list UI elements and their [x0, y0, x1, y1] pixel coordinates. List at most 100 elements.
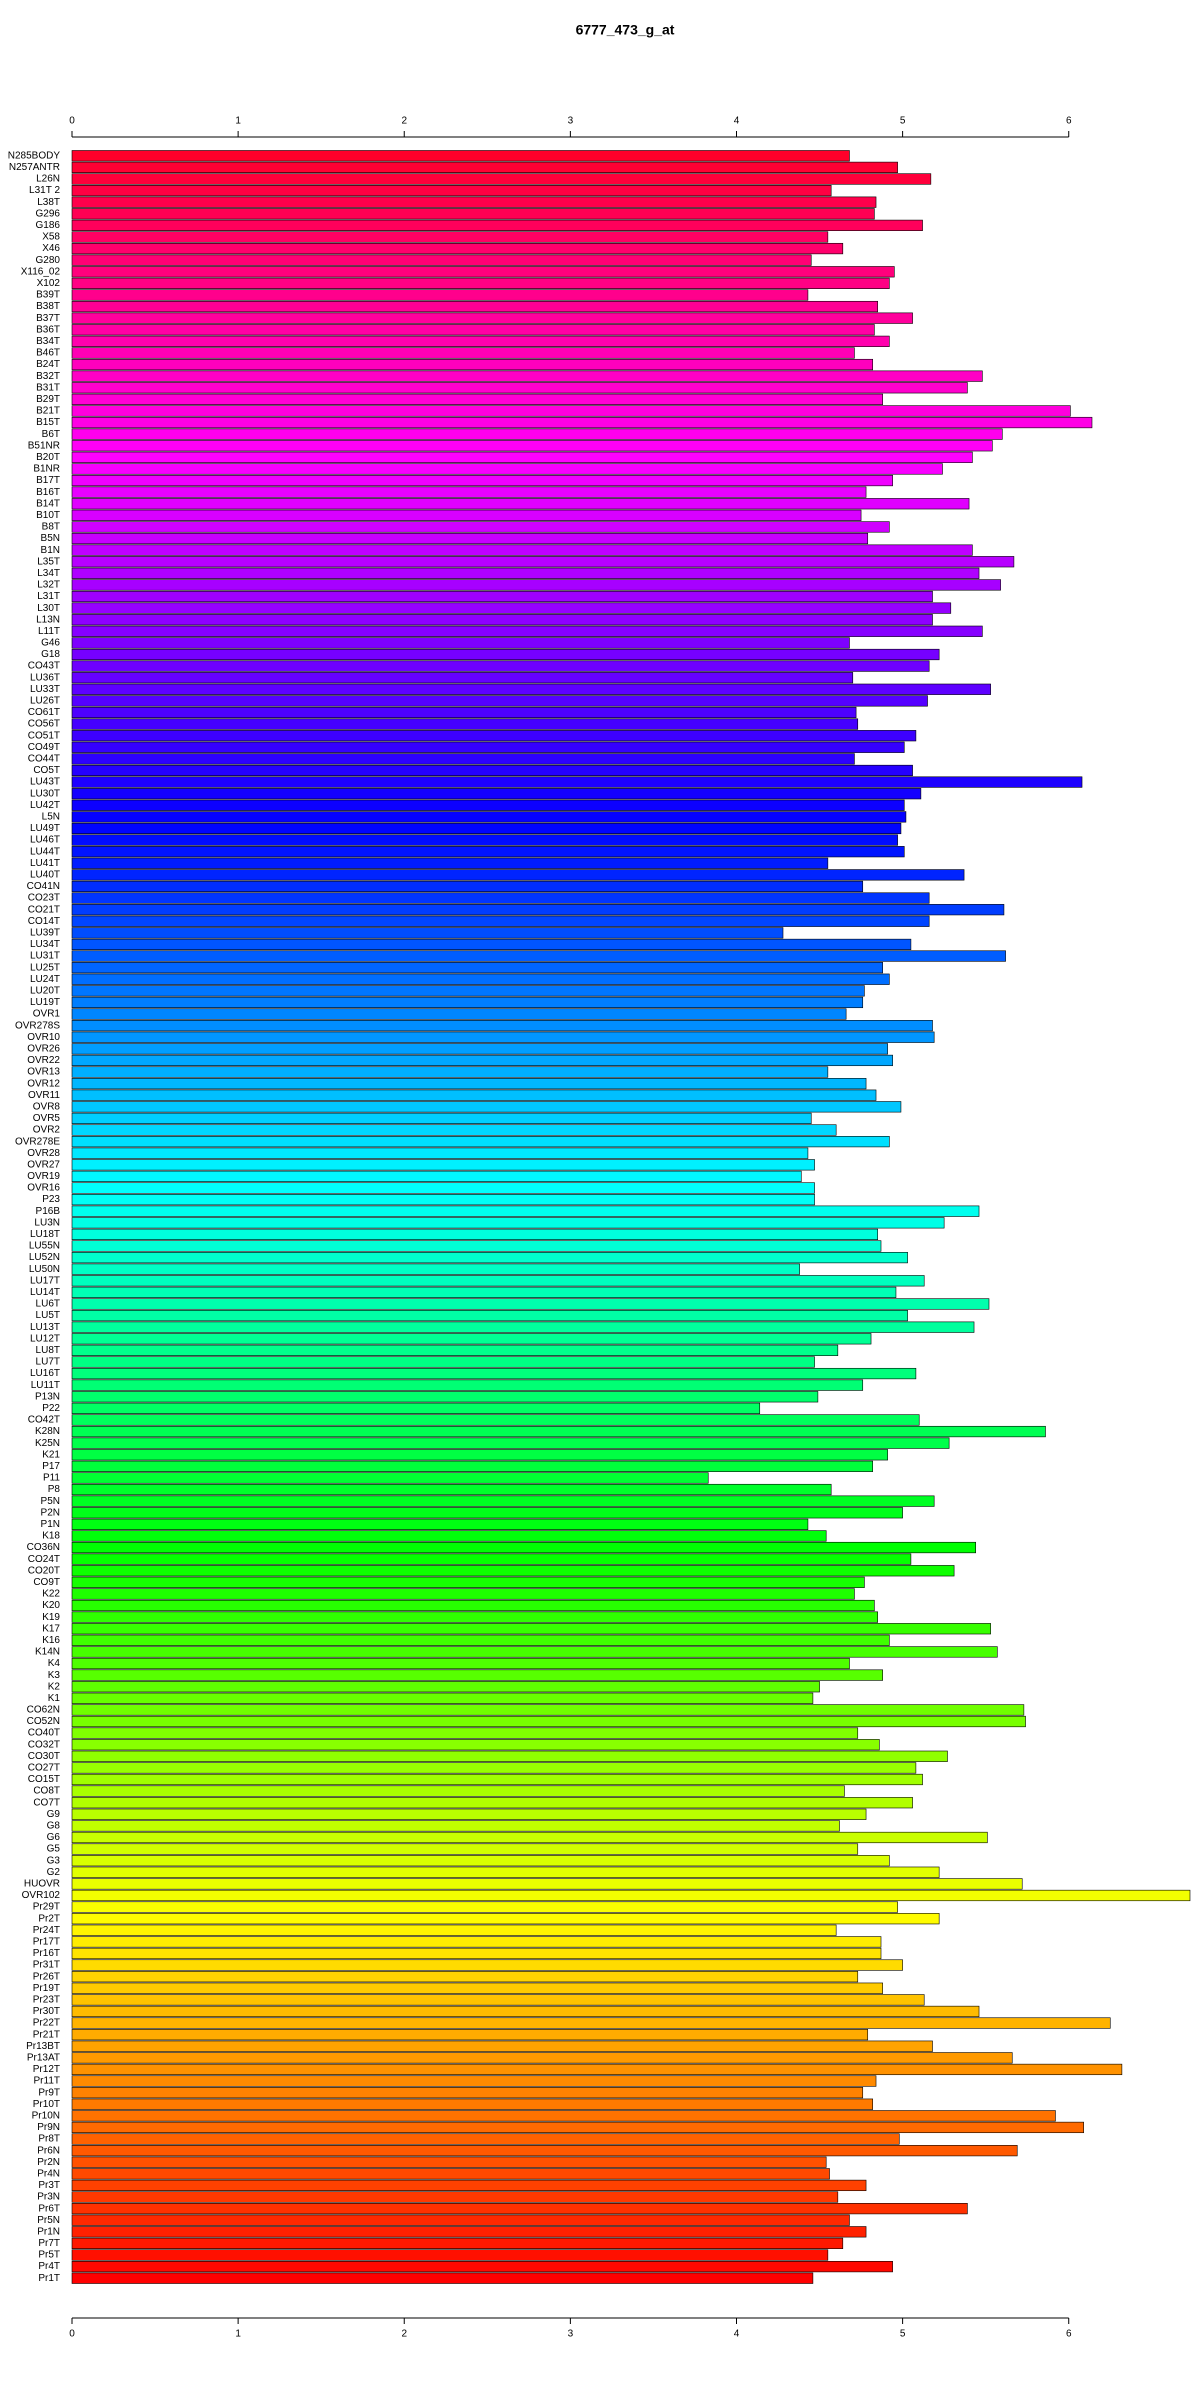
y-tick-label: K19	[42, 1612, 60, 1623]
bar	[71, 764, 913, 777]
bar	[71, 2063, 1123, 2076]
bar	[71, 1634, 890, 1646]
y-tick-label: Pr3T	[38, 2180, 60, 2191]
y-tick-label: Pr11T	[34, 2076, 61, 2087]
y-tick-label: B34T	[36, 336, 60, 347]
bar	[71, 1994, 925, 2006]
y-tick-label: L26N	[36, 174, 60, 185]
y-tick-label: OVR28	[27, 1148, 60, 1159]
bar	[71, 985, 865, 997]
y-tick-label: Pr26T	[33, 1971, 60, 1982]
bar	[71, 637, 850, 649]
bar	[71, 1518, 809, 1530]
bar	[71, 927, 784, 939]
y-tick-label: Pr12T	[33, 2064, 60, 2075]
y-tick-label: LU12T	[30, 1333, 60, 1344]
y-tick-label: Pr21T	[33, 2029, 60, 2040]
y-tick-label: B39T	[36, 290, 60, 301]
bar	[71, 1309, 908, 1322]
y-tick-label: P8	[48, 1484, 61, 1495]
bar	[71, 1843, 859, 1855]
bar	[71, 1599, 875, 1612]
bar	[71, 1112, 812, 1125]
bar	[71, 184, 832, 197]
y-tick-label: CO9T	[33, 1577, 60, 1588]
y-tick-label: LU8T	[36, 1345, 60, 1356]
y-tick-label: CO30T	[28, 1751, 60, 1762]
y-tick-label: Pr9N	[37, 2122, 60, 2133]
bar	[71, 648, 940, 661]
bar	[71, 1275, 925, 1287]
y-tick-label: P23	[42, 1194, 60, 1205]
bar	[71, 1773, 923, 1786]
x-tick-label: 2	[401, 116, 407, 127]
y-tick-label: LU46T	[30, 835, 60, 846]
y-tick-label: N257ANTR	[9, 162, 60, 173]
y-tick-label: CO51T	[28, 730, 60, 741]
bar	[71, 1437, 950, 1449]
y-tick-label: B37T	[36, 313, 60, 324]
bar	[71, 498, 970, 510]
y-tick-label: B16T	[36, 487, 60, 498]
y-tick-label: LU7T	[36, 1357, 60, 1368]
y-tick-label: B10T	[36, 510, 60, 521]
y-tick-label: K16	[42, 1635, 60, 1646]
bar	[71, 1623, 991, 1635]
bar	[71, 1170, 802, 1183]
y-tick-label: K18	[42, 1531, 60, 1542]
bar	[71, 846, 905, 858]
x-tick-label: 1	[235, 116, 241, 127]
bar	[71, 266, 895, 278]
y-tick-label: CO62N	[27, 1705, 60, 1716]
bar	[71, 973, 890, 985]
bar	[71, 1194, 815, 1206]
bar	[71, 788, 922, 800]
bar	[71, 1947, 882, 1960]
bar	[71, 1147, 809, 1159]
bar	[71, 1205, 980, 1217]
y-tick-label: L5N	[42, 812, 60, 823]
y-tick-label: Pr5N	[37, 2215, 60, 2226]
y-tick-label: Pr3N	[37, 2192, 60, 2203]
y-tick-label: B38T	[36, 301, 60, 312]
bar	[71, 1460, 874, 1472]
y-tick-label: LU31T	[30, 951, 60, 962]
y-tick-label: K14N	[35, 1647, 60, 1658]
y-tick-label: B46T	[36, 348, 60, 359]
bar	[71, 1971, 859, 1983]
bar	[71, 1379, 864, 1391]
bar	[71, 1136, 890, 1148]
y-tick-label: OVR22	[27, 1055, 60, 1066]
y-tick-label: CO32T	[28, 1739, 60, 1750]
y-tick-label: CO41N	[27, 881, 60, 892]
y-tick-label: Pr2T	[38, 1913, 60, 1924]
y-tick-label: K20	[42, 1600, 60, 1611]
bar	[71, 1959, 903, 1971]
bar	[71, 2110, 1056, 2122]
bar	[71, 405, 1071, 417]
y-tick-label: Pr23T	[33, 1994, 60, 2005]
bar	[71, 2029, 869, 2041]
bar	[71, 683, 991, 695]
bar	[71, 869, 965, 881]
y-tick-label: Pr1T	[38, 2273, 60, 2284]
bar	[71, 996, 864, 1009]
bar	[71, 416, 1093, 429]
y-tick-label: Pr6T	[38, 2203, 60, 2214]
bar	[71, 660, 930, 672]
x-tick-label: 5	[900, 116, 906, 127]
bar	[71, 1286, 897, 1298]
y-tick-label: CO23T	[28, 893, 60, 904]
y-tick-label: G280	[36, 255, 61, 266]
y-tick-label: P17	[42, 1461, 60, 1472]
y-tick-label: LU26T	[30, 696, 60, 707]
bar	[71, 196, 877, 208]
bar	[71, 1808, 867, 1820]
bar	[71, 231, 829, 243]
x-tick-label: 4	[734, 116, 740, 127]
y-tick-label: LU49T	[30, 823, 60, 834]
bar	[71, 1402, 761, 1414]
bar	[71, 1031, 935, 1043]
bar	[71, 208, 875, 220]
bar	[71, 1936, 882, 1948]
